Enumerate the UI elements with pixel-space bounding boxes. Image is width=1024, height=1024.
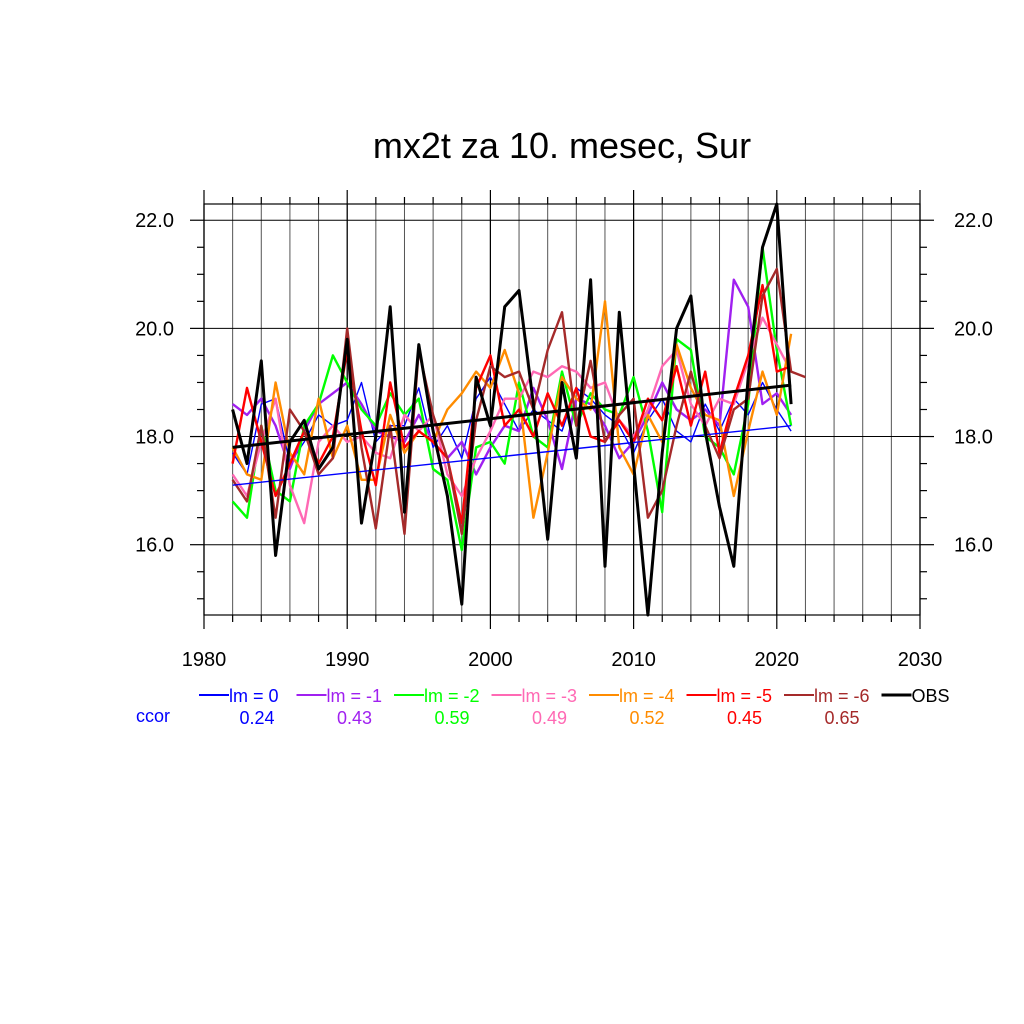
y-tick-label-right: 18.0 — [954, 427, 993, 449]
x-tick-label: 2000 — [468, 649, 513, 671]
ccor-value-1: 0.43 — [337, 708, 372, 728]
x-tick-label: 2030 — [898, 649, 943, 671]
x-tick-label: 1980 — [182, 649, 227, 671]
trend-line-7 — [232, 383, 792, 449]
ccor-value-5: 0.45 — [727, 708, 762, 728]
y-tick-label-right: 16.0 — [954, 535, 993, 557]
series-line-7 — [231, 202, 793, 617]
y-tick-label-left: 16.0 — [135, 535, 174, 557]
y-tick-label-left: 18.0 — [135, 427, 174, 449]
ccor-value-0: 0.24 — [239, 708, 274, 728]
legend-label-1: lm = -1 — [327, 686, 383, 706]
ccor-value-2: 0.59 — [434, 708, 469, 728]
legend-label-6: lm = -6 — [814, 686, 870, 706]
ccor-value-4: 0.52 — [629, 708, 664, 728]
legend-label-2: lm = -2 — [424, 686, 480, 706]
y-tick-label-left: 22.0 — [135, 210, 174, 232]
series-line-3 — [231, 316, 793, 525]
ccor-value-6: 0.65 — [824, 708, 859, 728]
ccor-value-3: 0.49 — [532, 708, 567, 728]
legend: ccor lm = 00.24 lm = -10.43 lm = -20.59 lm =… — [136, 686, 950, 728]
trend-layer — [231, 202, 793, 617]
legend-label-0: lm = 0 — [229, 686, 279, 706]
x-tick-label: 2020 — [755, 649, 800, 671]
y-tick-label-left: 20.0 — [135, 318, 174, 340]
trend-line-0 — [232, 425, 792, 486]
tick-layer: 1980 1990 2000 2010 2020 2030 16.0 16.0 18.0 18.0… — [135, 190, 993, 671]
ccor-label: ccor — [136, 706, 170, 726]
y-tick-label-right: 20.0 — [954, 318, 993, 340]
chart-title: mx2t za 10. mesec, Sur — [373, 125, 751, 166]
legend-label-3: lm = -3 — [522, 686, 578, 706]
legend-label-5: lm = -5 — [717, 686, 773, 706]
series-line-6 — [231, 267, 806, 536]
legend-label-7: OBS — [912, 686, 950, 706]
series-line-2 — [231, 246, 793, 552]
legend-label-4: lm = -4 — [619, 686, 675, 706]
x-tick-label: 2010 — [611, 649, 656, 671]
x-tick-label: 1990 — [325, 649, 370, 671]
y-tick-label-right: 22.0 — [954, 210, 993, 232]
